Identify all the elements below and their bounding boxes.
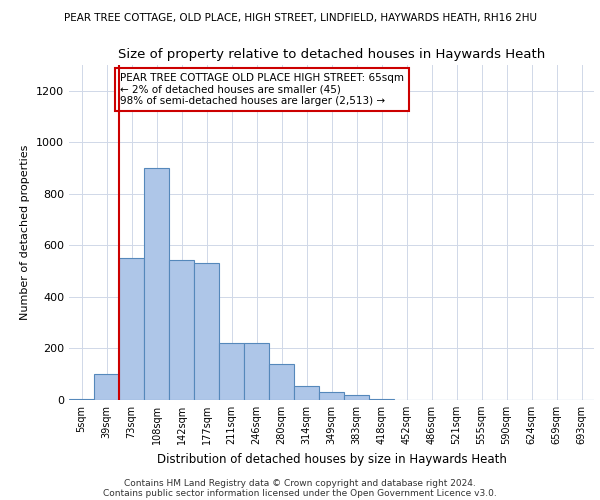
Bar bbox=[219, 344, 244, 400]
Bar bbox=[369, 398, 394, 400]
Bar bbox=[294, 386, 319, 400]
Bar bbox=[94, 374, 119, 400]
Bar bbox=[269, 364, 294, 400]
Text: PEAR TREE COTTAGE, OLD PLACE, HIGH STREET, LINDFIELD, HAYWARDS HEATH, RH16 2HU: PEAR TREE COTTAGE, OLD PLACE, HIGH STREE… bbox=[64, 12, 536, 22]
Text: PEAR TREE COTTAGE OLD PLACE HIGH STREET: 65sqm
← 2% of detached houses are small: PEAR TREE COTTAGE OLD PLACE HIGH STREET:… bbox=[120, 72, 404, 106]
Bar bbox=[169, 260, 194, 400]
Bar bbox=[194, 264, 219, 400]
Bar bbox=[144, 168, 169, 400]
Bar bbox=[344, 395, 369, 400]
Bar bbox=[319, 392, 344, 400]
Bar bbox=[119, 258, 144, 400]
Title: Size of property relative to detached houses in Haywards Heath: Size of property relative to detached ho… bbox=[118, 48, 545, 61]
X-axis label: Distribution of detached houses by size in Haywards Heath: Distribution of detached houses by size … bbox=[157, 452, 506, 466]
Text: Contains HM Land Registry data © Crown copyright and database right 2024.: Contains HM Land Registry data © Crown c… bbox=[124, 478, 476, 488]
Text: Contains public sector information licensed under the Open Government Licence v3: Contains public sector information licen… bbox=[103, 488, 497, 498]
Y-axis label: Number of detached properties: Number of detached properties bbox=[20, 145, 31, 320]
Bar bbox=[69, 398, 94, 400]
Bar bbox=[244, 344, 269, 400]
